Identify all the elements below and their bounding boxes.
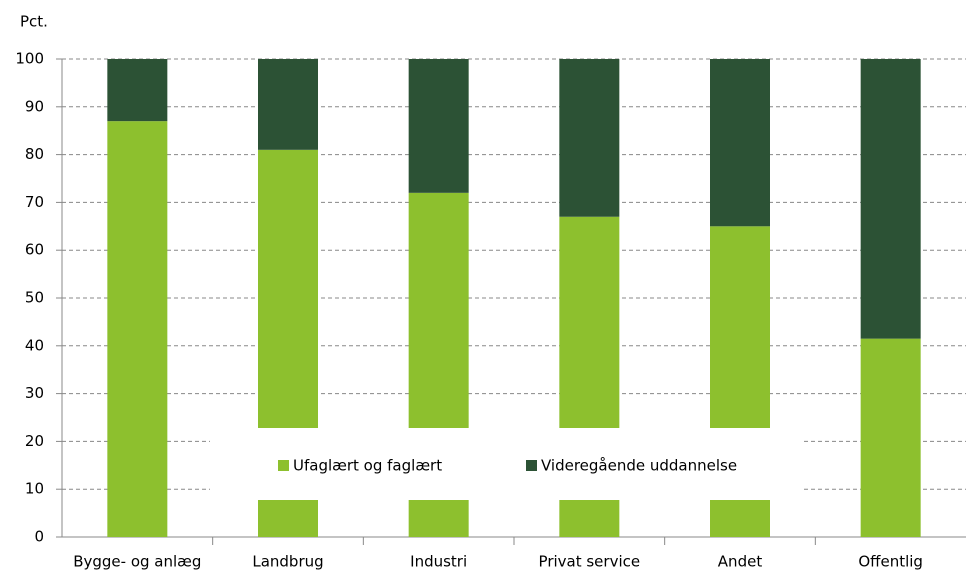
- x-tick-label: Industri: [410, 553, 467, 571]
- bar-segment: [860, 338, 921, 537]
- x-tick-label: Privat service: [539, 553, 641, 571]
- bar-segment: [258, 59, 318, 150]
- y-tick-label: 40: [25, 336, 44, 354]
- x-tick-label: Landbrug: [252, 553, 323, 571]
- bar-segment: [408, 59, 469, 193]
- y-tick-label: 60: [25, 241, 44, 259]
- y-tick-label: 0: [34, 528, 44, 546]
- legend-swatch: [526, 460, 537, 471]
- y-tick-label: 90: [25, 97, 44, 115]
- y-tick-label: 70: [25, 193, 44, 211]
- legend-swatch: [278, 460, 289, 471]
- bar-segment: [559, 59, 620, 217]
- y-tick-label: 30: [25, 384, 44, 402]
- y-tick-label: 20: [25, 432, 44, 450]
- y-tick-label: 10: [25, 480, 44, 498]
- legend-label: Ufaglært og faglært: [293, 457, 442, 475]
- legend-box: [210, 428, 802, 500]
- x-tick-label: Offentlig: [858, 553, 923, 571]
- legend-label: Videregående uddannelse: [541, 457, 737, 475]
- x-tick-label: Andet: [718, 553, 763, 571]
- bar-segment: [107, 59, 168, 122]
- bar-segment: [710, 59, 770, 227]
- y-axis-label: Pct.: [20, 13, 48, 31]
- y-tick-label: 100: [15, 50, 44, 68]
- x-tick-label: Bygge- og anlæg: [73, 553, 201, 571]
- y-tick-label: 80: [25, 145, 44, 163]
- bar-segment: [107, 121, 168, 537]
- y-tick-label: 50: [25, 289, 44, 307]
- bar-segment: [860, 59, 921, 339]
